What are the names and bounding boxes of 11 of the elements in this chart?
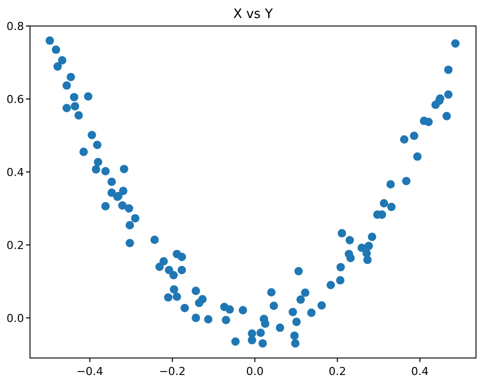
y-tick-label: 0.0 bbox=[6, 312, 24, 325]
chart-title: X vs Y bbox=[233, 7, 273, 22]
x-tick-label: 0.4 bbox=[411, 365, 429, 378]
y-tick-label: 0.6 bbox=[6, 92, 24, 106]
y-tick-label: 0.2 bbox=[6, 238, 24, 252]
x-tick-label: 0.2 bbox=[328, 365, 346, 378]
y-tick-label: 0.4 bbox=[6, 166, 24, 179]
y-tick-label: 0.8 bbox=[6, 20, 24, 33]
x-tick-label: −0.2 bbox=[158, 365, 186, 378]
x-tick-label: 0.0 bbox=[246, 365, 264, 378]
x-tick-label: −0.4 bbox=[76, 365, 104, 378]
